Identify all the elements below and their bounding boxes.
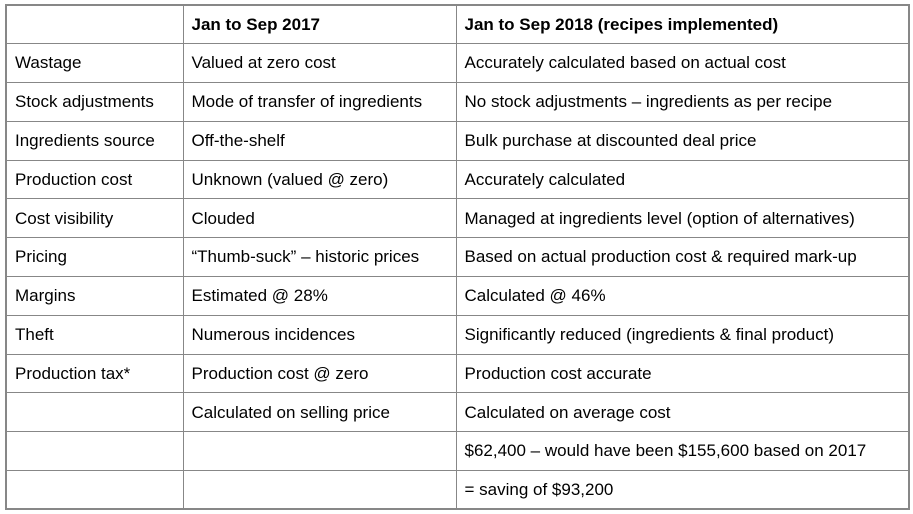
row-label-cell <box>5 392 184 433</box>
row-label-cell: Wastage <box>5 43 184 84</box>
table-row-production-cost: Production cost Unknown (valued @ zero) … <box>5 159 910 200</box>
value-2018-cell: Accurately calculated based on actual co… <box>455 43 910 84</box>
value-2018-cell: Managed at ingredients level (option of … <box>455 198 910 239</box>
value-2018-cell: $62,400 – would have been $155,600 based… <box>455 431 910 472</box>
table-row-production-tax: Production tax* Production cost @ zero P… <box>5 353 910 394</box>
value-2018-cell: Calculated @ 46% <box>455 276 910 316</box>
value-2017-cell <box>182 431 457 472</box>
value-2017-cell: Calculated on selling price <box>182 392 457 433</box>
row-label-cell: Margins <box>5 276 184 316</box>
table-row-tax-amount: $62,400 – would have been $155,600 based… <box>5 431 910 472</box>
value-2018-cell: Production cost accurate <box>455 353 910 394</box>
row-label-cell <box>5 431 184 472</box>
row-label-cell: Pricing <box>5 237 184 278</box>
header-row: Jan to Sep 2017 Jan to Sep 2018 (recipes… <box>5 4 910 45</box>
value-2018-cell: Accurately calculated <box>455 159 910 200</box>
row-label-cell <box>5 470 184 510</box>
table-row-theft: Theft Numerous incidences Significantly … <box>5 314 910 355</box>
value-2017-cell: Production cost @ zero <box>182 353 457 394</box>
row-label-cell: Cost visibility <box>5 198 184 239</box>
value-2018-cell: No stock adjustments – ingredients as pe… <box>455 82 910 122</box>
header-2017-cell: Jan to Sep 2017 <box>182 4 457 45</box>
value-2017-cell: Off-the-shelf <box>182 120 457 161</box>
table-body: Wastage Valued at zero cost Accurately c… <box>5 43 910 510</box>
value-2017-cell: Estimated @ 28% <box>182 276 457 316</box>
value-2017-cell: “Thumb-suck” – historic prices <box>182 237 457 278</box>
comparison-table: Jan to Sep 2017 Jan to Sep 2018 (recipes… <box>5 4 910 511</box>
table-header: Jan to Sep 2017 Jan to Sep 2018 (recipes… <box>5 4 910 45</box>
table-row-pricing: Pricing “Thumb-suck” – historic prices B… <box>5 237 910 278</box>
row-label-cell: Production cost <box>5 159 184 200</box>
table-row-cost-visibility: Cost visibility Clouded Managed at ingre… <box>5 198 910 239</box>
value-2017-cell: Valued at zero cost <box>182 43 457 84</box>
table-row-margins: Margins Estimated @ 28% Calculated @ 46% <box>5 276 910 316</box>
value-2017-cell: Numerous incidences <box>182 314 457 355</box>
value-2018-cell: Calculated on average cost <box>455 392 910 433</box>
row-label-cell: Ingredients source <box>5 120 184 161</box>
value-2018-cell: Based on actual production cost & requir… <box>455 237 910 278</box>
table-row-stock-adjustments: Stock adjustments Mode of transfer of in… <box>5 82 910 122</box>
table-row-tax-calculation: Calculated on selling price Calculated o… <box>5 392 910 433</box>
value-2017-cell <box>182 470 457 510</box>
row-label-cell: Theft <box>5 314 184 355</box>
value-2018-cell: Bulk purchase at discounted deal price <box>455 120 910 161</box>
value-2018-cell: = saving of $93,200 <box>455 470 910 510</box>
row-label-cell: Stock adjustments <box>5 82 184 122</box>
value-2017-cell: Clouded <box>182 198 457 239</box>
table-row-ingredients-source: Ingredients source Off-the-shelf Bulk pu… <box>5 120 910 161</box>
header-corner-cell <box>5 4 184 45</box>
table-row-wastage: Wastage Valued at zero cost Accurately c… <box>5 43 910 84</box>
table-row-tax-saving: = saving of $93,200 <box>5 470 910 510</box>
value-2018-cell: Significantly reduced (ingredients & fin… <box>455 314 910 355</box>
value-2017-cell: Mode of transfer of ingredients <box>182 82 457 122</box>
value-2017-cell: Unknown (valued @ zero) <box>182 159 457 200</box>
header-2018-cell: Jan to Sep 2018 (recipes implemented) <box>455 4 910 45</box>
row-label-cell: Production tax* <box>5 353 184 394</box>
